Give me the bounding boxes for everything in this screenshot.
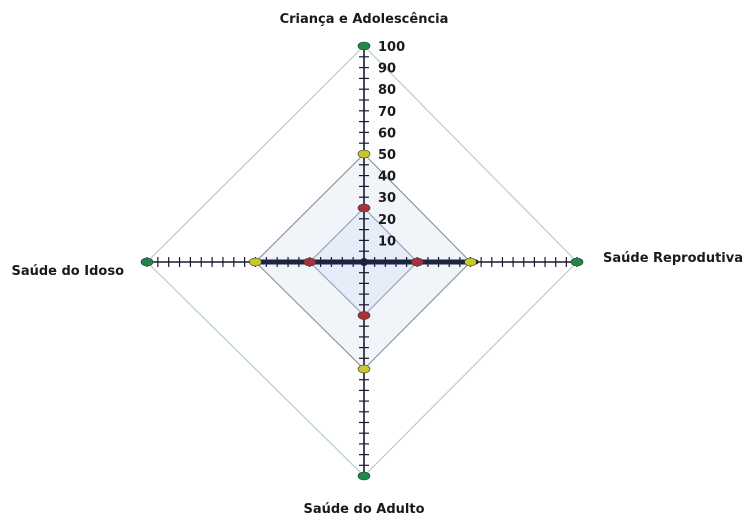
data-point-series-0-axis-0 xyxy=(357,41,371,51)
data-point-series-0-axis-2 xyxy=(357,471,371,481)
axis-label-saude-adulto: Saúde do Adulto xyxy=(303,502,424,517)
data-point-series-2-axis-3 xyxy=(303,257,317,267)
data-point-series-0-axis-3 xyxy=(140,257,154,267)
data-point-series-2-axis-0 xyxy=(357,203,371,213)
axis-label-crianca: Criança e Adolescência xyxy=(280,12,449,27)
data-point-series-2-axis-1 xyxy=(410,257,424,267)
data-points xyxy=(140,41,584,481)
tick-label-30: 30 xyxy=(378,191,396,206)
tick-labels: 10 20 30 40 50 60 70 80 90 100 xyxy=(378,40,405,249)
data-point-series-2-axis-2 xyxy=(357,311,371,320)
data-point-series-1-axis-1 xyxy=(464,257,477,267)
tick-label-80: 80 xyxy=(378,83,396,98)
center-point xyxy=(360,258,368,266)
tick-label-70: 70 xyxy=(378,105,396,120)
axis-label-saude-reprodutiva: Saúde Reprodutiva xyxy=(603,251,743,266)
tick-label-90: 90 xyxy=(378,62,396,77)
data-point-series-1-axis-3 xyxy=(249,257,262,267)
tick-label-50: 50 xyxy=(378,148,396,163)
tick-label-100: 100 xyxy=(378,40,405,55)
tick-label-40: 40 xyxy=(378,170,396,185)
tick-label-20: 20 xyxy=(378,213,396,228)
tick-label-60: 60 xyxy=(378,126,396,141)
data-point-series-0-axis-1 xyxy=(570,257,584,267)
tick-label-10: 10 xyxy=(378,234,396,249)
axes xyxy=(146,45,578,477)
data-point-series-1-axis-0 xyxy=(357,149,371,159)
data-point-series-1-axis-2 xyxy=(357,364,371,374)
axis-label-saude-idoso: Saúde do Idoso xyxy=(11,264,124,279)
